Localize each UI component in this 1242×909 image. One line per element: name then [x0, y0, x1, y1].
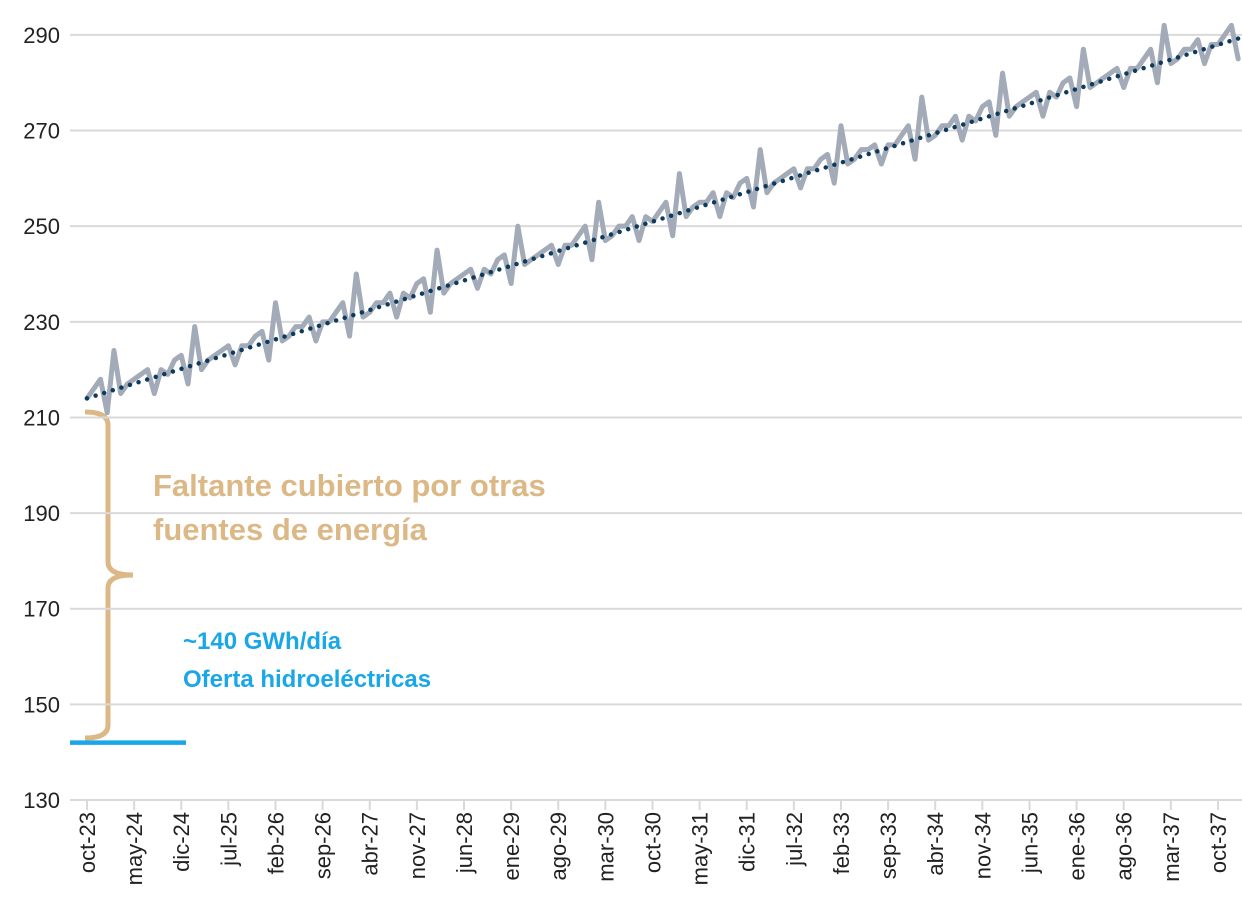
- y-tick-label: 250: [23, 214, 60, 239]
- x-tick-label: ene-29: [499, 812, 524, 881]
- y-tick-label: 170: [23, 597, 60, 622]
- x-tick-label: nov-27: [405, 812, 430, 879]
- x-tick-label: oct-30: [640, 812, 665, 873]
- gap-annotation: fuentes de energía: [153, 512, 428, 547]
- x-tick-label: sep-33: [876, 812, 901, 879]
- x-tick-label: abr-27: [358, 812, 383, 876]
- gap-brace: [84, 409, 134, 741]
- x-tick-label: ene-36: [1065, 812, 1090, 881]
- x-tick-label: feb-26: [263, 812, 288, 874]
- x-tick-label: may-31: [688, 812, 713, 885]
- x-tick-label: jul-32: [782, 812, 807, 867]
- y-tick-label: 270: [23, 119, 60, 144]
- y-tick-label: 290: [23, 23, 60, 48]
- trend-line: [84, 36, 1241, 401]
- x-tick-label: jun-35: [1017, 812, 1042, 874]
- x-tick-label: mar-30: [593, 812, 618, 882]
- x-tick-label: dic-24: [169, 812, 194, 872]
- x-tick-label: nov-34: [970, 812, 995, 879]
- hydro-annotation: Oferta hidroeléctricas: [183, 666, 431, 693]
- x-tick-label: abr-34: [923, 812, 948, 876]
- y-tick-label: 210: [23, 405, 60, 430]
- x-tick-label: ago-29: [546, 812, 571, 881]
- x-tick-label: oct-23: [75, 812, 100, 873]
- x-tick-label: jul-25: [216, 812, 241, 867]
- x-tick-label: oct-37: [1206, 812, 1231, 873]
- y-tick-label: 230: [23, 310, 60, 335]
- x-tick-label: ago-36: [1112, 812, 1137, 881]
- x-tick-label: sep-26: [311, 812, 336, 879]
- gap-annotation: Faltante cubierto por otras: [153, 468, 546, 503]
- x-tick-label: may-24: [122, 812, 147, 885]
- y-tick-label: 190: [23, 501, 60, 526]
- hydro-annotation: ~140 GWh/día: [183, 628, 342, 655]
- x-tick-label: mar-37: [1159, 812, 1184, 882]
- series-line: [84, 22, 1241, 416]
- x-tick-label: feb-33: [829, 812, 854, 874]
- y-tick-label: 130: [23, 788, 60, 813]
- x-tick-label: jun-28: [452, 812, 477, 874]
- y-tick-label: 150: [23, 692, 60, 717]
- x-tick-label: dic-31: [735, 812, 760, 872]
